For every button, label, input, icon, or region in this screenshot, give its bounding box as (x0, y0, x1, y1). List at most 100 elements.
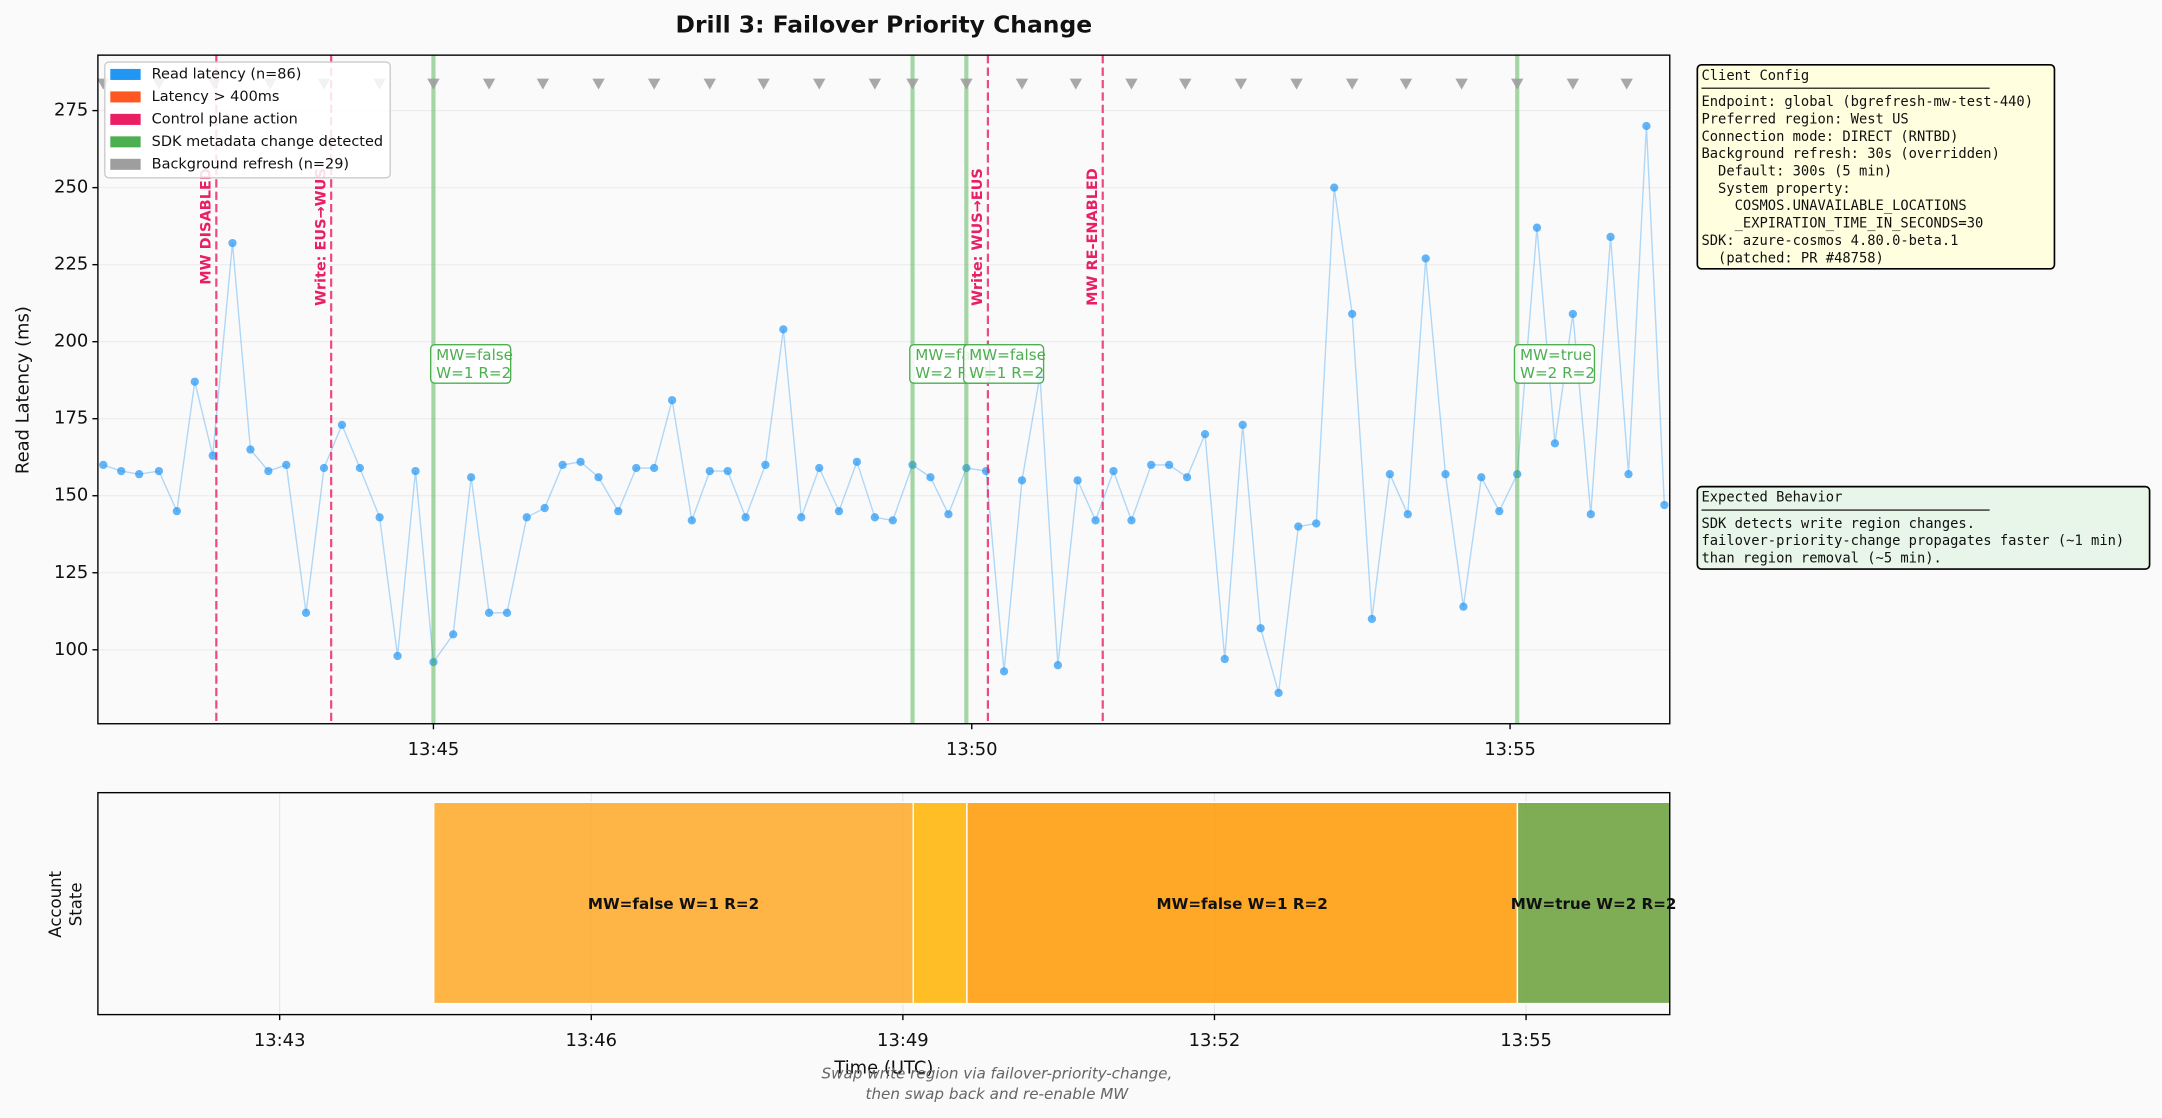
sdk-annotation-box (429, 343, 512, 384)
info-box-line: Default: 300s (5 min) (1701, 163, 1892, 179)
latency-point (1147, 460, 1156, 470)
refresh-marker (427, 78, 440, 90)
latency-point (1256, 624, 1265, 633)
refresh-marker (1290, 78, 1303, 90)
latency-point (870, 513, 879, 522)
latency-point (1642, 121, 1651, 131)
latency-point (1532, 223, 1542, 232)
sdk-annotation-box (962, 343, 1045, 384)
refresh-marker (1511, 78, 1524, 90)
sdk-annotation-label: MW=false (969, 346, 1046, 364)
latency-line (103, 125, 1666, 694)
latency-point (944, 510, 953, 519)
footnote: then swap back and re-enable MW (865, 1085, 1129, 1103)
info-box (1696, 485, 2151, 570)
state-label: MW=false W=1 R=2 (1157, 895, 1328, 913)
latency-point (1348, 309, 1357, 319)
latency-point (1459, 602, 1468, 611)
sdk-annotation-label: W=1 R=2 (436, 364, 511, 382)
latency-point (1127, 516, 1136, 525)
latency-point (264, 466, 273, 476)
latency-point (614, 507, 623, 516)
legend (104, 61, 391, 179)
info-box-line: Background refresh: 30s (overridden) (1701, 146, 1999, 162)
latency-point (355, 463, 365, 473)
legend-label: Latency > 400ms (152, 89, 280, 105)
y-axis-label: State (67, 882, 86, 926)
latency-point (1109, 466, 1118, 476)
refresh-marker (1069, 78, 1083, 90)
legend-label: SDK metadata change detected (152, 134, 383, 150)
latency-point (888, 516, 897, 525)
latency-point (1403, 510, 1412, 519)
refresh-marker (960, 78, 973, 90)
latency-point (926, 473, 935, 482)
latency-point (834, 507, 844, 516)
info-box-line: failover-priority-change propagates fast… (1701, 533, 2124, 549)
latency-point (705, 466, 714, 476)
y-tick-label: 100 (54, 639, 88, 660)
latency-point (1330, 183, 1339, 192)
info-box-line: Connection mode: DIRECT (RNTBD) (1701, 129, 1958, 145)
latency-point (228, 238, 237, 248)
x-tick-label: 13:43 (254, 1030, 306, 1051)
info-box-line: System property: (1701, 181, 1850, 197)
y-axis-label: Account (46, 870, 65, 937)
refresh-marker (1455, 78, 1468, 90)
sdk-annotation-label: W=1 R=2 (969, 364, 1044, 382)
state-segment (1516, 801, 1671, 1005)
latency-point (135, 470, 144, 479)
state-label: MW=true W=2 R=2 (1511, 895, 1677, 913)
info-box-line: Preferred region: West US (1701, 111, 1908, 127)
x-tick-label: 13:55 (1500, 1030, 1552, 1051)
x-tick-label: 13:46 (565, 1030, 617, 1051)
refresh-marker (1015, 78, 1029, 90)
latency-point (1421, 254, 1430, 263)
latency-point (1441, 470, 1450, 479)
latency-point (502, 608, 512, 617)
info-box-line: (patched: PR #48758) (1701, 250, 1883, 266)
latency-point (1367, 614, 1377, 624)
latency-point (723, 466, 732, 476)
x-tick-label: 13:50 (946, 739, 998, 760)
legend-swatch (110, 158, 141, 170)
legend-swatch (110, 91, 141, 103)
latency-point (687, 516, 696, 525)
latency-point (1477, 473, 1486, 482)
control-plane-label: MW RE-ENABLED (1085, 168, 1101, 306)
refresh-marker (1345, 78, 1359, 90)
sdk-annotation-box (1513, 343, 1596, 384)
latency-point (1586, 510, 1595, 519)
refresh-marker (1125, 78, 1138, 90)
info-box (1696, 63, 2056, 270)
info-box-title: Client Config (1701, 68, 1809, 84)
latency-point (540, 503, 549, 513)
y-tick-label: 125 (54, 562, 88, 583)
latency-point (815, 463, 824, 473)
latency-point (1220, 654, 1229, 664)
latency-point (1385, 470, 1394, 479)
refresh-marker (868, 78, 882, 90)
latency-point (190, 377, 199, 386)
control-plane-label: Write: WUS→EUS (970, 168, 986, 306)
refresh-marker (1566, 78, 1580, 90)
latency-point (1550, 439, 1560, 448)
latency-point (411, 466, 420, 476)
latency-point (1238, 420, 1247, 430)
state-label: MW=false W=1 R=2 (588, 895, 759, 913)
y-tick-label: 250 (54, 177, 88, 198)
latency-point (393, 651, 402, 661)
latency-point (1017, 476, 1027, 485)
refresh-marker (1234, 78, 1248, 90)
latency-point (650, 463, 659, 473)
refresh-marker (536, 78, 550, 90)
latency-point (1073, 476, 1082, 485)
sdk-annotation-label: MW=false (436, 346, 513, 364)
refresh-marker (1179, 78, 1192, 90)
info-box-line: _EXPIRATION_TIME_IN_SECONDS=30 (1701, 216, 1983, 232)
y-tick-label: 225 (54, 254, 88, 275)
latency-point (1495, 507, 1504, 516)
latency-point (522, 513, 531, 522)
y-tick-label: 275 (54, 100, 88, 121)
